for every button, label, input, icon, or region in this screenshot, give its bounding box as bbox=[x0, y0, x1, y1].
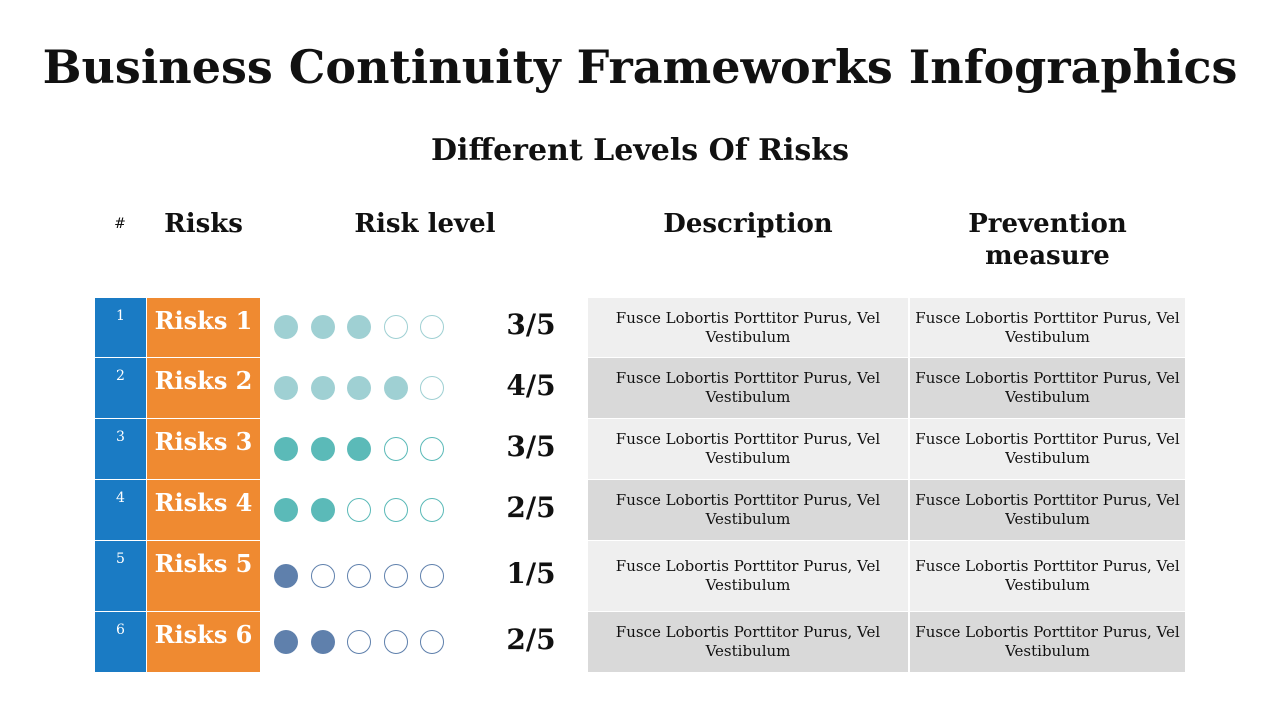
header-risks: Risks bbox=[164, 209, 243, 239]
level-dot-empty bbox=[420, 315, 444, 339]
page-title: Business Continuity Frameworks Infograph… bbox=[42, 40, 1238, 94]
level-dot-filled bbox=[384, 376, 408, 400]
level-dot-empty bbox=[384, 630, 408, 654]
level-dot-empty bbox=[384, 315, 408, 339]
risk-level-dots bbox=[268, 315, 458, 345]
level-dot-empty bbox=[347, 630, 371, 654]
prevention-cell: Fusce Lobortis Porttitor Purus, Vel Vest… bbox=[910, 480, 1185, 541]
risk-label: Risks 2 bbox=[147, 358, 260, 419]
level-dot-filled bbox=[311, 376, 335, 400]
risk-level-dots bbox=[268, 630, 458, 660]
level-dot-filled bbox=[274, 564, 298, 588]
risk-score: 3/5 bbox=[506, 308, 556, 341]
row-number: 2 bbox=[95, 358, 146, 419]
row-number: 5 bbox=[95, 541, 146, 612]
risk-score: 1/5 bbox=[506, 557, 556, 590]
description-cell: Fusce Lobortis Porttitor Purus, Vel Vest… bbox=[588, 541, 908, 612]
risk-score: 3/5 bbox=[506, 430, 556, 463]
prevention-cell: Fusce Lobortis Porttitor Purus, Vel Vest… bbox=[910, 612, 1185, 673]
level-dot-filled bbox=[274, 498, 298, 522]
level-dot-empty bbox=[384, 498, 408, 522]
prevention-cell: Fusce Lobortis Porttitor Purus, Vel Vest… bbox=[910, 358, 1185, 419]
risk-level-dots bbox=[268, 376, 458, 406]
row-number: 4 bbox=[95, 480, 146, 541]
level-dot-filled bbox=[274, 376, 298, 400]
risk-level-dots bbox=[268, 498, 458, 528]
level-dot-empty bbox=[420, 564, 444, 588]
risk-label: Risks 6 bbox=[147, 612, 260, 673]
level-dot-empty bbox=[420, 437, 444, 461]
level-dot-filled bbox=[347, 437, 371, 461]
level-dot-empty bbox=[347, 564, 371, 588]
level-dot-filled bbox=[347, 376, 371, 400]
risk-label: Risks 3 bbox=[147, 419, 260, 480]
header-number: # bbox=[114, 216, 126, 232]
prevention-cell: Fusce Lobortis Porttitor Purus, Vel Vest… bbox=[910, 419, 1185, 480]
risk-level-dots bbox=[268, 437, 458, 467]
risk-score: 4/5 bbox=[506, 369, 556, 402]
prevention-cell: Fusce Lobortis Porttitor Purus, Vel Vest… bbox=[910, 541, 1185, 612]
level-dot-empty bbox=[420, 376, 444, 400]
level-dot-filled bbox=[347, 315, 371, 339]
level-dot-filled bbox=[311, 437, 335, 461]
row-number: 3 bbox=[95, 419, 146, 480]
level-dot-filled bbox=[311, 630, 335, 654]
row-number: 1 bbox=[95, 298, 146, 358]
header-description: Description bbox=[663, 209, 833, 239]
prevention-cell: Fusce Lobortis Porttitor Purus, Vel Vest… bbox=[910, 298, 1185, 358]
level-dot-filled bbox=[274, 315, 298, 339]
description-cell: Fusce Lobortis Porttitor Purus, Vel Vest… bbox=[588, 480, 908, 541]
level-dot-filled bbox=[274, 437, 298, 461]
header-risk-level: Risk level bbox=[354, 209, 496, 239]
level-dot-empty bbox=[420, 498, 444, 522]
level-dot-empty bbox=[347, 498, 371, 522]
risk-level-dots bbox=[268, 564, 458, 594]
description-cell: Fusce Lobortis Porttitor Purus, Vel Vest… bbox=[588, 298, 908, 358]
header-prevention-measure: Prevention measure bbox=[968, 209, 1127, 271]
level-dot-empty bbox=[311, 564, 335, 588]
level-dot-filled bbox=[311, 498, 335, 522]
risk-label: Risks 4 bbox=[147, 480, 260, 541]
page-subtitle: Different Levels Of Risks bbox=[431, 133, 849, 168]
risk-score: 2/5 bbox=[506, 491, 556, 524]
level-dot-filled bbox=[274, 630, 298, 654]
risk-label: Risks 1 bbox=[147, 298, 260, 358]
description-cell: Fusce Lobortis Porttitor Purus, Vel Vest… bbox=[588, 419, 908, 480]
level-dot-empty bbox=[384, 564, 408, 588]
description-cell: Fusce Lobortis Porttitor Purus, Vel Vest… bbox=[588, 612, 908, 673]
risk-label: Risks 5 bbox=[147, 541, 260, 612]
risk-score: 2/5 bbox=[506, 623, 556, 656]
level-dot-empty bbox=[420, 630, 444, 654]
description-cell: Fusce Lobortis Porttitor Purus, Vel Vest… bbox=[588, 358, 908, 419]
row-number: 6 bbox=[95, 612, 146, 673]
level-dot-filled bbox=[311, 315, 335, 339]
level-dot-empty bbox=[384, 437, 408, 461]
